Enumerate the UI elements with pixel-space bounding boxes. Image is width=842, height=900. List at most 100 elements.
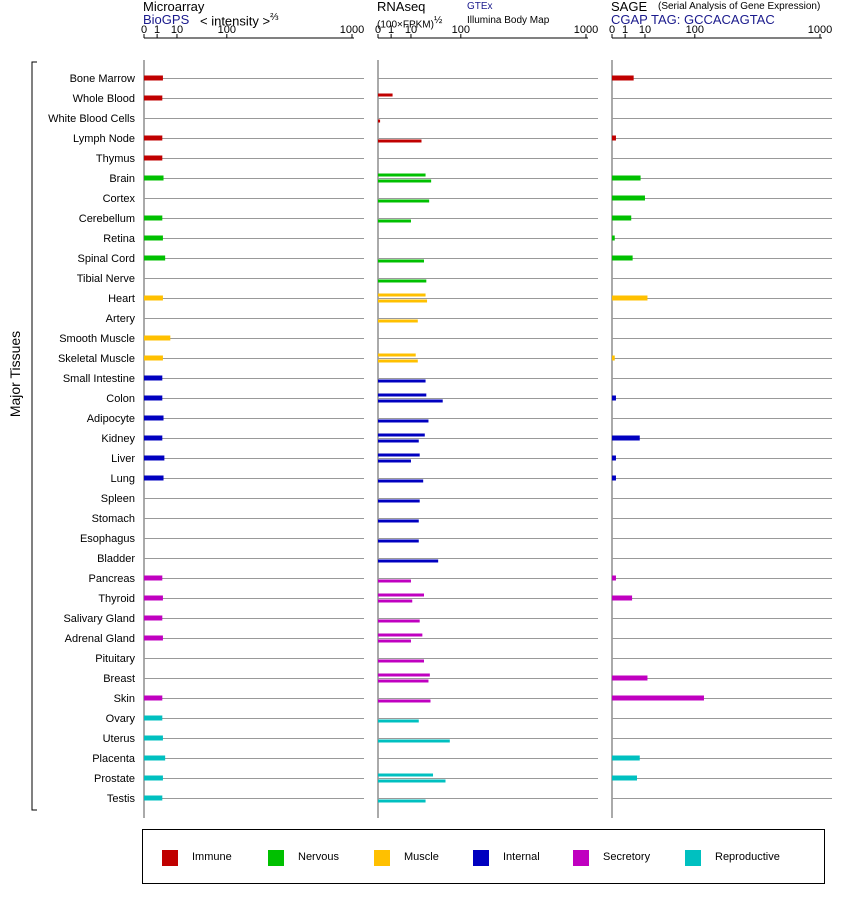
data-bar	[144, 175, 164, 181]
data-bar	[378, 559, 439, 563]
legend-swatch-internal	[473, 850, 489, 866]
data-bar	[378, 719, 419, 723]
data-bar	[378, 259, 424, 263]
data-bar	[144, 455, 165, 461]
category-label: Thymus	[96, 153, 136, 165]
category-label: Esophagus	[80, 533, 136, 545]
data-bar	[144, 155, 163, 161]
category-label: Pancreas	[89, 573, 136, 585]
sage-subtitle: (Serial Analysis of Gene Expression)	[658, 1, 821, 12]
data-bar	[144, 75, 163, 81]
data-bar	[144, 755, 166, 761]
data-bar	[612, 235, 615, 241]
data-bar	[144, 415, 164, 421]
x-tick-label: 10	[171, 24, 183, 36]
microarray-source: BioGPS	[143, 12, 190, 27]
category-label: Ovary	[106, 713, 136, 725]
x-tick-label: 0	[375, 24, 381, 36]
data-bar	[378, 633, 423, 637]
data-bar	[612, 75, 634, 81]
data-bar	[378, 479, 424, 483]
microarray-unit-exponent: ⅔	[270, 12, 279, 23]
data-bar	[612, 695, 704, 701]
data-bar	[378, 293, 426, 297]
data-bar	[378, 319, 418, 323]
category-label: Smooth Muscle	[59, 333, 135, 345]
data-bar	[144, 375, 163, 381]
data-bar	[378, 699, 431, 703]
data-bar	[378, 393, 427, 397]
data-bar	[144, 95, 163, 101]
category-label: Heart	[108, 293, 135, 305]
data-bar	[612, 475, 616, 481]
category-label: White Blood Cells	[48, 113, 135, 125]
category-label: Adrenal Gland	[65, 633, 135, 645]
category-label: Salivary Gland	[63, 613, 135, 625]
data-bar	[378, 359, 418, 363]
x-tick-label: 10	[639, 24, 651, 36]
data-bar	[144, 615, 163, 621]
category-label: Uterus	[103, 733, 136, 745]
data-bar	[378, 579, 411, 583]
legend-label-immune: Immune	[192, 851, 232, 863]
data-bar	[378, 433, 425, 437]
data-bar	[378, 679, 429, 683]
data-bar	[378, 379, 426, 383]
data-bar	[144, 335, 171, 341]
x-tick-label: 100	[218, 24, 236, 36]
category-label: Cerebellum	[79, 213, 135, 225]
category-label: Skin	[114, 693, 135, 705]
category-label: Testis	[107, 793, 136, 805]
data-bar	[378, 119, 381, 123]
legend-label-nervous: Nervous	[298, 851, 339, 863]
data-bar	[612, 755, 640, 761]
category-label: Brain	[109, 173, 135, 185]
data-bar	[144, 795, 163, 801]
category-label: Bone Marrow	[70, 73, 135, 85]
category-label: Thyroid	[98, 593, 135, 605]
legend: Immune Nervous Muscle Internal Secretory…	[142, 829, 825, 884]
data-bar	[378, 599, 413, 603]
rnaseq-source-illumina: Illumina Body Map	[467, 15, 550, 26]
category-label: Tibial Nerve	[77, 273, 135, 285]
data-bar	[144, 435, 163, 441]
rnaseq-source-gtex: GTEx	[467, 1, 493, 12]
data-bar	[144, 735, 163, 741]
x-tick-label: 1	[388, 24, 394, 36]
data-bar	[612, 595, 633, 601]
data-bar	[378, 439, 419, 443]
category-label: Placenta	[92, 753, 136, 765]
microarray-unit-text: < intensity >	[200, 13, 271, 29]
data-bar	[378, 659, 424, 663]
data-bar	[144, 635, 163, 641]
category-label: Kidney	[101, 433, 135, 445]
data-bar	[378, 519, 419, 523]
category-label: Liver	[111, 453, 135, 465]
category-label: Stomach	[92, 513, 135, 525]
legend-label-reproductive: Reproductive	[715, 851, 780, 863]
x-tick-label: 100	[452, 24, 470, 36]
data-bar	[378, 299, 428, 303]
data-bar	[378, 93, 393, 97]
data-bar	[612, 775, 637, 781]
category-label: Adipocyte	[87, 413, 135, 425]
data-bar	[612, 255, 633, 261]
category-label: Lung	[111, 473, 135, 485]
data-bar	[378, 199, 430, 203]
data-bar	[378, 353, 416, 357]
category-label: Breast	[103, 673, 135, 685]
data-bar	[378, 499, 420, 503]
x-tick-label: 0	[609, 24, 615, 36]
category-label: Skeletal Muscle	[58, 353, 135, 365]
microarray-unit: < intensity >⅔	[200, 12, 278, 28]
rnaseq-title: RNAseq	[377, 0, 426, 14]
category-label: Colon	[106, 393, 135, 405]
data-bar	[378, 779, 446, 783]
legend-swatch-nervous	[268, 850, 284, 866]
data-bar	[378, 179, 432, 183]
data-bar	[144, 595, 163, 601]
data-bar	[612, 575, 616, 581]
microarray-title: Microarray	[143, 0, 205, 14]
tissue-bracket	[31, 61, 37, 811]
data-bar	[612, 455, 616, 461]
